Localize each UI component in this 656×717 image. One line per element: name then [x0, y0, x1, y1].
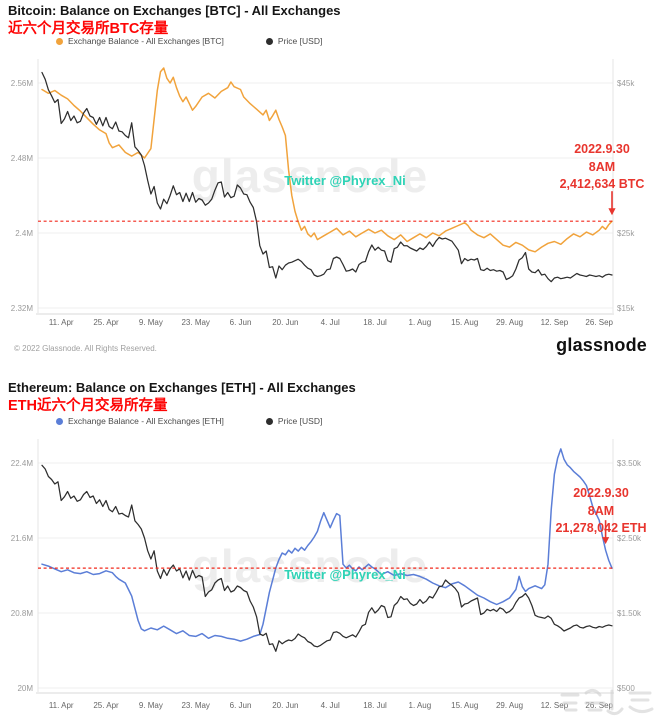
annotation-line: 2,412,634 BTC	[559, 177, 645, 191]
x-axis-tick: 23. May	[181, 318, 209, 327]
glassnode-watermark: glassnode	[191, 540, 429, 592]
legend-item[interactable]: Price [USD]	[265, 416, 323, 426]
x-axis-tick: 25. Apr	[93, 701, 119, 710]
glassnode-watermark: glassnode	[191, 150, 429, 202]
x-axis-tick: 20. Jun	[272, 318, 298, 327]
eth-plot-area[interactable]: 22.4M 21.6M 20.8M 20M $3.50k $2.50k $1.50k $500…	[0, 435, 656, 717]
glassnode-logo: glassnode	[556, 335, 647, 355]
x-axis-tick: 6. Jun	[230, 701, 252, 710]
x-axis-tick: 29. Aug	[496, 701, 523, 710]
x-axis-tick: 20. Jun	[272, 701, 298, 710]
left-axis-tick: 20.8M	[11, 609, 34, 618]
annotation-line: 2022.9.30	[574, 142, 630, 156]
x-axis-tick: 6. Jun	[230, 318, 252, 327]
corner-watermark	[560, 688, 654, 716]
x-axis-tick: 15. Aug	[451, 318, 478, 327]
annotation-line: 2022.9.30	[573, 486, 629, 500]
right-axis-tick: $15k	[617, 304, 635, 313]
x-axis-tick: 18. Jul	[363, 701, 387, 710]
legend-dot-icon	[56, 37, 63, 45]
x-axis-tick: 12. Sep	[541, 318, 569, 327]
legend-label: Exchange Balance - All Exchanges [BTC]	[68, 36, 224, 46]
right-axis-tick: $45k	[617, 79, 635, 88]
x-axis-tick: 25. Apr	[93, 318, 119, 327]
x-axis-tick: 29. Aug	[496, 318, 523, 327]
legend-dot-icon	[56, 417, 63, 425]
btc-plot-area[interactable]: 2.56M 2.48M 2.4M 2.32M $45k $25k $15k 11. Apr 25…	[0, 55, 656, 335]
legend-label: Exchange Balance - All Exchanges [ETH]	[68, 416, 224, 426]
annotation-arrowhead-icon	[601, 537, 610, 545]
x-axis-tick: 26. Sep	[585, 318, 613, 327]
right-axis-tick: $3.50k	[617, 459, 642, 468]
btc-legend: Exchange Balance - All Exchanges [BTC] Pr…	[56, 36, 322, 46]
legend-label: Price [USD]	[277, 416, 323, 426]
balance-line	[41, 67, 613, 253]
x-axis-tick: 1. Aug	[409, 701, 432, 710]
right-axis-tick: $500	[617, 684, 635, 693]
x-axis-tick: 15. Aug	[451, 701, 478, 710]
x-axis-tick: 11. Apr	[49, 701, 74, 710]
legend-dot-icon	[265, 417, 273, 425]
x-axis-tick: 18. Jul	[363, 318, 387, 327]
legend-label: Price [USD]	[277, 36, 323, 46]
annotation-line: 8AM	[587, 503, 615, 518]
left-axis-tick: 2.4M	[15, 229, 33, 238]
price-line	[41, 71, 613, 283]
eth-legend: Exchange Balance - All Exchanges [ETH] Pr…	[56, 416, 322, 426]
eth-twitter-watermark: Twitter @Phyrex_Ni	[284, 567, 406, 582]
x-axis-tick: 9. May	[139, 318, 163, 327]
x-axis-tick: 9. May	[139, 701, 163, 710]
balance-line	[41, 448, 613, 642]
right-axis-tick: $1.50k	[617, 609, 642, 618]
legend-item[interactable]: Price [USD]	[265, 36, 323, 46]
eth-chart-subtitle: ETH近六个月交易所存量	[8, 398, 168, 414]
x-axis-tick: 11. Apr	[49, 318, 74, 327]
left-axis-tick: 2.48M	[11, 154, 34, 163]
btc-twitter-watermark: Twitter @Phyrex_Ni	[284, 173, 406, 188]
x-axis-tick: 1. Aug	[409, 318, 432, 327]
legend-item[interactable]: Exchange Balance - All Exchanges [ETH]	[56, 416, 224, 426]
btc-chart-subtitle: 近六个月交易所BTC存量	[8, 21, 169, 37]
annotation-line: 21,278,042 ETH	[555, 521, 647, 535]
right-axis-tick: $2.50k	[617, 534, 642, 543]
x-axis-tick: 4. Jul	[321, 318, 340, 327]
x-axis-tick: 12. Sep	[541, 701, 569, 710]
left-axis-tick: 2.32M	[11, 304, 34, 313]
annotation-line: 8AM	[588, 159, 616, 174]
left-axis-tick: 21.6M	[11, 534, 34, 543]
right-axis-tick: $25k	[617, 229, 635, 238]
left-axis-tick: 22.4M	[11, 459, 34, 468]
price-line	[41, 464, 613, 652]
btc-chart-title: Bitcoin: Balance on Exchanges [BTC] - Al…	[8, 3, 341, 18]
left-axis-tick: 2.56M	[11, 79, 34, 88]
eth-chart-title: Ethereum: Balance on Exchanges [ETH] - A…	[8, 380, 356, 395]
eth-annotation: 2022.9.30 8AM 21,278,042 ETH	[548, 485, 654, 538]
annotation-arrowhead-icon	[608, 208, 616, 216]
legend-dot-icon	[265, 37, 273, 45]
x-axis-tick: 23. May	[181, 701, 209, 710]
x-axis-tick: 26. Sep	[585, 701, 613, 710]
x-axis-tick: 4. Jul	[321, 701, 340, 710]
left-axis-tick: 20M	[17, 684, 33, 693]
copyright-text: © 2022 Glassnode. All Rights Reserved.	[14, 344, 157, 353]
legend-item[interactable]: Exchange Balance - All Exchanges [BTC]	[56, 36, 224, 46]
btc-annotation: 2022.9.30 8AM 2,412,634 BTC	[550, 141, 654, 194]
